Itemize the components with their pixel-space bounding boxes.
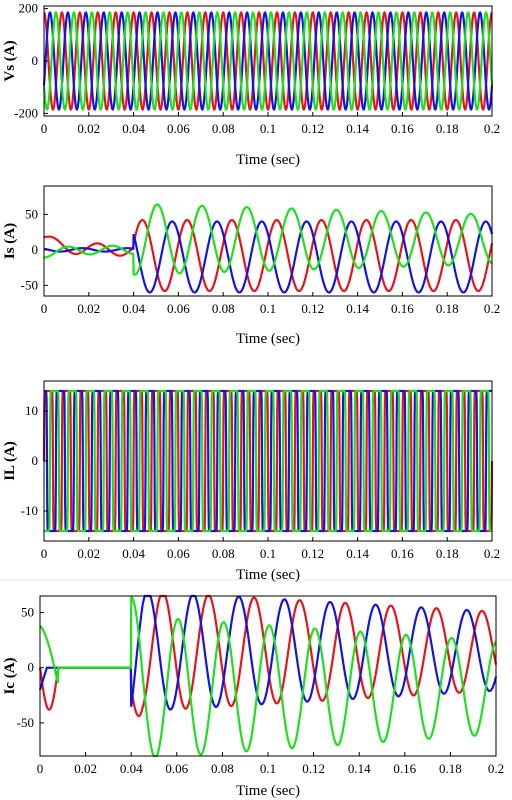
x-tick-label: 0.2 xyxy=(488,761,504,776)
y-axis-label: Vs (A) xyxy=(2,40,18,81)
x-tick-label: 0.08 xyxy=(212,546,235,561)
x-tick-label: 0.14 xyxy=(346,121,369,136)
x-tick-label: 0 xyxy=(41,121,48,136)
x-tick-label: 0.16 xyxy=(393,761,416,776)
x-tick-label: 0.18 xyxy=(436,546,459,561)
x-tick-label: 0.1 xyxy=(260,121,276,136)
x-tick-label: 0.06 xyxy=(165,761,188,776)
x-tick-label: 0.12 xyxy=(301,546,324,561)
x-tick-label: 0.14 xyxy=(348,761,371,776)
x-tick-label: 0 xyxy=(37,761,44,776)
y-tick-label: 50 xyxy=(25,206,38,221)
y-tick-label: -10 xyxy=(21,503,38,518)
x-tick-label: 0.06 xyxy=(167,301,190,316)
x-tick-label: 0 xyxy=(41,301,48,316)
x-tick-label: 0.02 xyxy=(77,546,100,561)
x-tick-label: 0.12 xyxy=(302,761,325,776)
x-tick-label: 0.02 xyxy=(77,121,100,136)
x-tick-label: 0.06 xyxy=(167,546,190,561)
panel-vs: 0 0.02 0.04 0.06 0.08 0.1 0.12 0.14 0.16 0.18 0.2 -… xyxy=(2,1,500,168)
x-tick-label: 0.18 xyxy=(436,301,459,316)
y-tick-label: 50 xyxy=(21,605,34,620)
x-tick-label: 0.04 xyxy=(122,546,145,561)
x-axis-label: Time (sec) xyxy=(236,567,300,583)
x-tick-label: 0.2 xyxy=(484,546,500,561)
series-red xyxy=(42,389,494,533)
x-tick-label: 0.12 xyxy=(301,301,324,316)
y-axis-label: Is (A) xyxy=(2,223,18,259)
x-tick-label: 0.2 xyxy=(484,121,500,136)
x-axis-label: Time (sec) xyxy=(236,331,300,347)
y-tick-label: 10 xyxy=(25,403,38,418)
series-green xyxy=(44,389,492,533)
panel-il: 0 0.02 0.04 0.06 0.08 0.1 0.12 0.14 0.16 0.18 0.2 -… xyxy=(2,380,500,583)
x-tick-label: 0.16 xyxy=(391,546,414,561)
x-tick-label: 0.1 xyxy=(260,546,276,561)
x-tick-label: 0.18 xyxy=(436,121,459,136)
y-tick-label: 0 xyxy=(32,242,39,257)
x-tick-label: 0.04 xyxy=(122,121,145,136)
x-tick-label: 0.1 xyxy=(260,301,276,316)
panel-ic: 0 0.02 0.04 0.06 0.08 0.1 0.12 0.14 0.16 0.18 0.2 -… xyxy=(2,594,504,799)
y-tick-label: 200 xyxy=(19,1,39,16)
y-tick-label: -200 xyxy=(14,105,38,120)
y-axis-label: IL (A) xyxy=(2,441,18,481)
x-tick-label: 0.14 xyxy=(346,301,369,316)
x-tick-label: 0.16 xyxy=(391,301,414,316)
x-tick-label: 0.06 xyxy=(167,121,190,136)
x-tick-label: 0.18 xyxy=(439,761,462,776)
x-tick-label: 0.04 xyxy=(122,301,145,316)
series-green xyxy=(42,11,494,111)
x-tick-label: 0.1 xyxy=(260,761,276,776)
x-tick-label: 0.2 xyxy=(484,301,500,316)
x-tick-label: 0.12 xyxy=(301,121,324,136)
y-tick-label: -50 xyxy=(17,715,34,730)
series-blue xyxy=(38,594,498,711)
panels: 0 0.02 0.04 0.06 0.08 0.1 0.12 0.14 0.16 0.18 0.2 -… xyxy=(2,1,504,799)
x-tick-label: 0.02 xyxy=(77,301,100,316)
series-green xyxy=(39,595,497,758)
x-tick-label: 0 xyxy=(41,546,48,561)
x-tick-label: 0.16 xyxy=(391,121,414,136)
y-axis-label: Ic (A) xyxy=(2,657,18,694)
panel-is: 0 0.02 0.04 0.06 0.08 0.1 0.12 0.14 0.16 0.18 0.2 -… xyxy=(2,185,500,347)
x-tick-label: 0.02 xyxy=(74,761,97,776)
x-axis-label: Time (sec) xyxy=(236,783,300,799)
x-tick-label: 0.08 xyxy=(211,761,234,776)
x-tick-label: 0.08 xyxy=(212,121,235,136)
y-tick-label: 0 xyxy=(32,453,39,468)
series-green xyxy=(43,203,493,276)
x-axis-label: Time (sec) xyxy=(236,152,300,168)
series-red xyxy=(38,594,498,718)
x-tick-label: 0.14 xyxy=(346,546,369,561)
x-tick-label: 0.08 xyxy=(212,301,235,316)
y-tick-label: -50 xyxy=(21,277,38,292)
series-blue xyxy=(43,220,494,294)
y-tick-label: 0 xyxy=(28,660,35,675)
y-tick-label: 0 xyxy=(32,53,39,68)
x-tick-label: 0.04 xyxy=(120,761,143,776)
